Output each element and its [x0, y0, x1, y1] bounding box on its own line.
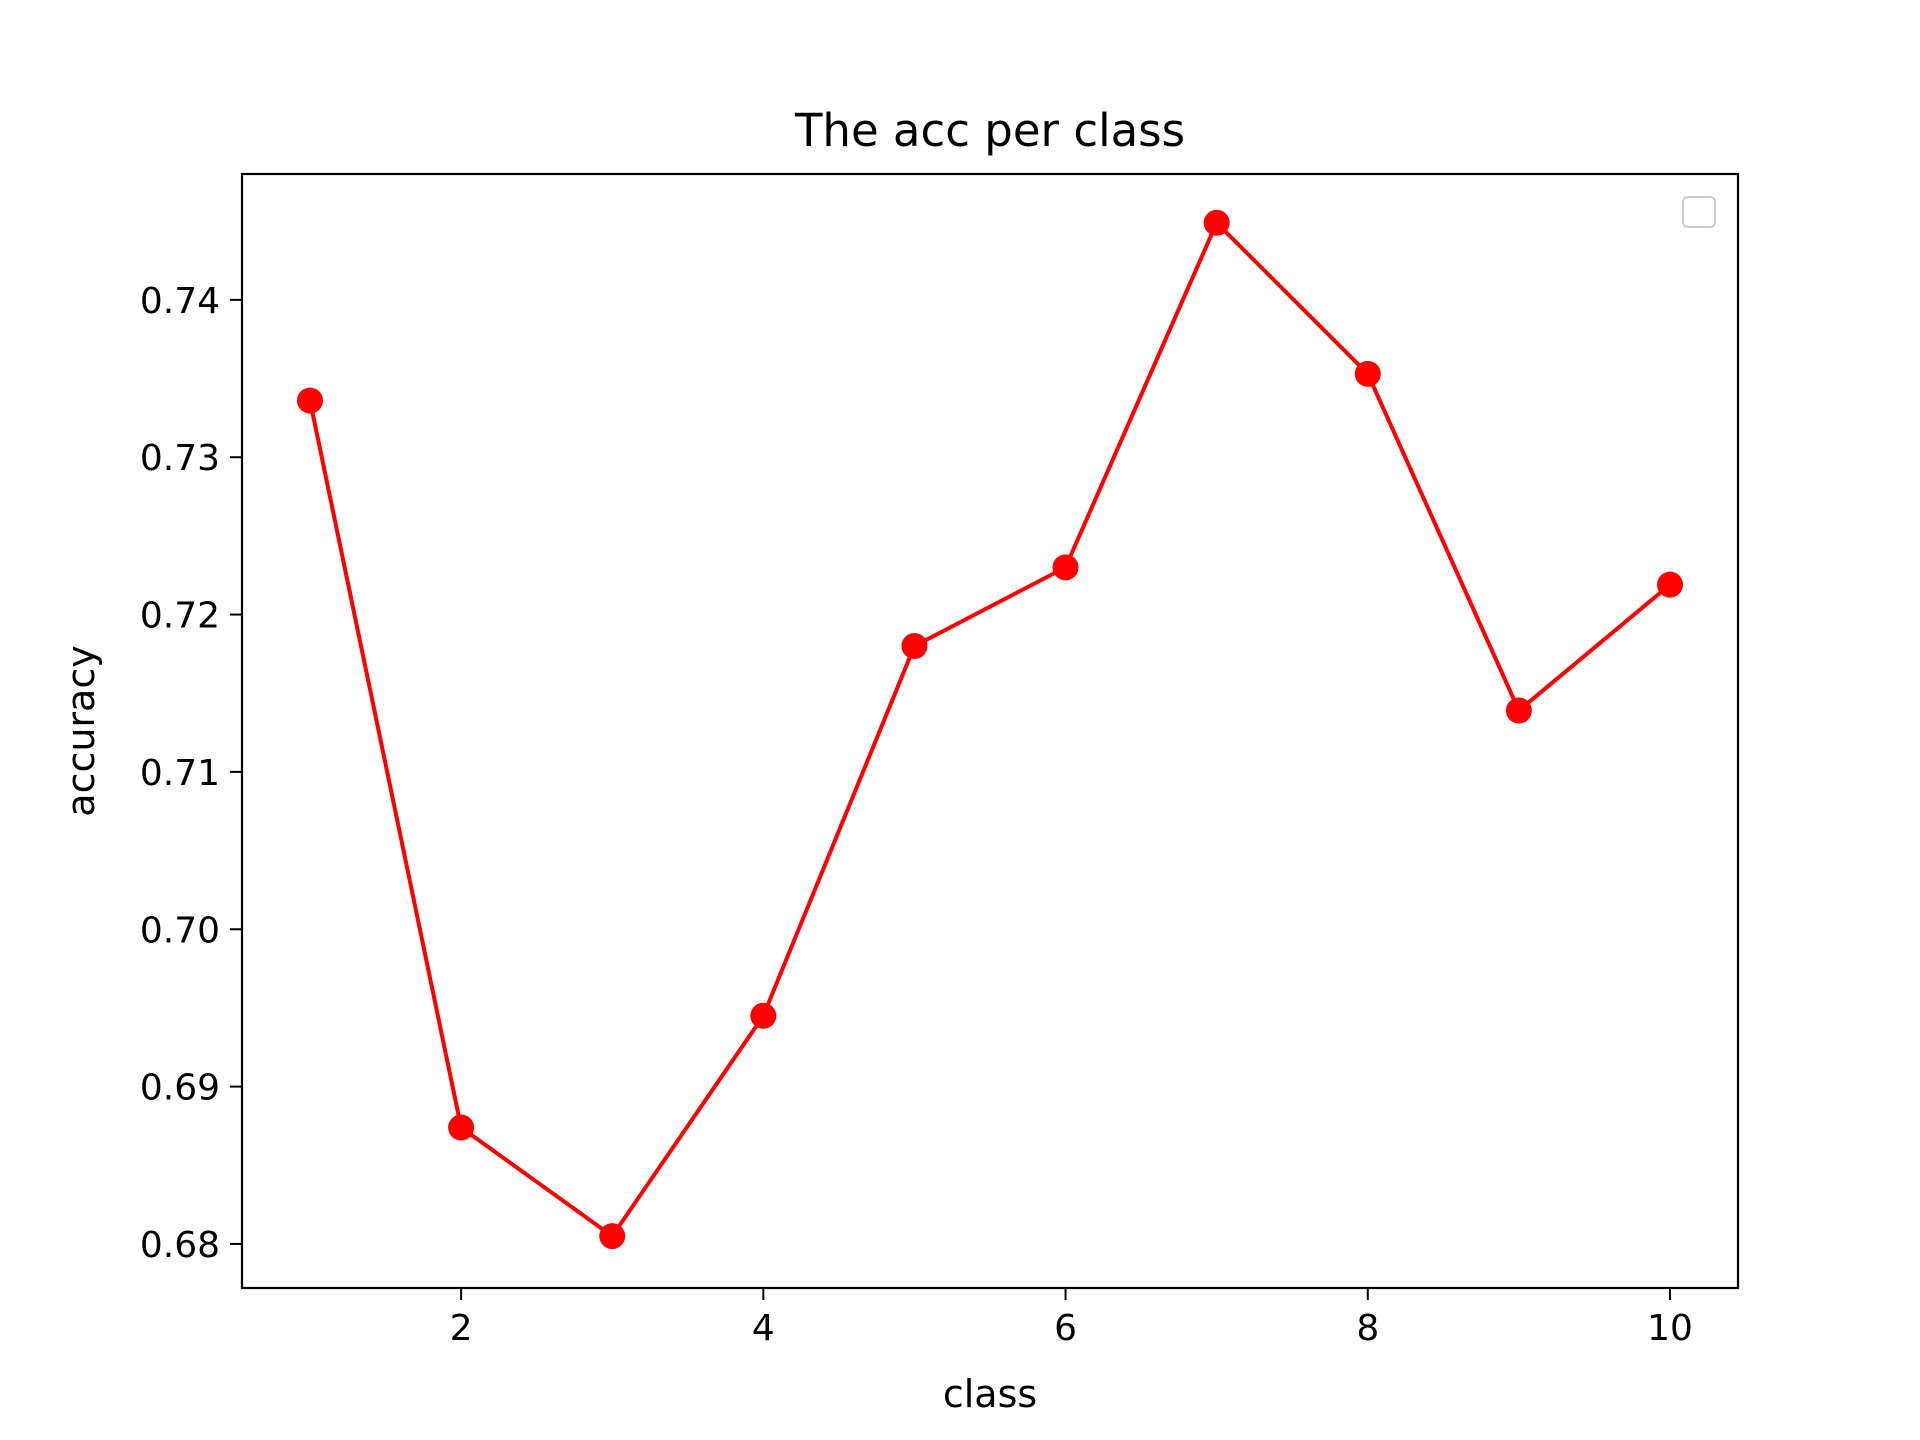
plot-frame [240, 172, 1740, 1290]
data-point [1505, 697, 1532, 724]
plot-layer [297, 209, 1683, 1250]
data-point [448, 1114, 475, 1141]
y-tick-label: 0.69 [140, 1068, 220, 1109]
x-tick-label: 2 [450, 1308, 473, 1349]
chart-title: The acc per class [794, 104, 1185, 157]
y-tick-label: 0.74 [140, 281, 220, 322]
y-axis-title: accuracy [59, 645, 103, 816]
y-tick-label: 0.68 [140, 1225, 220, 1266]
x-axis: 2 4 6 8 10 [450, 1288, 1693, 1349]
x-tick-label: 6 [1054, 1308, 1077, 1349]
y-tick-label: 0.71 [140, 753, 220, 794]
x-axis-title: class [943, 1372, 1037, 1416]
series-line [308, 220, 1672, 1239]
y-axis: 0.68 0.69 0.70 0.71 0.72 0.73 0.74 [140, 281, 242, 1266]
data-point [1354, 360, 1381, 387]
data-point [901, 633, 928, 660]
y-tick-label: 0.73 [140, 438, 220, 479]
data-point [1203, 209, 1230, 236]
x-tick-label: 10 [1647, 1308, 1693, 1349]
data-point [1052, 554, 1079, 581]
x-tick-label: 8 [1356, 1308, 1379, 1349]
legend-box [1682, 196, 1716, 228]
data-point [599, 1223, 626, 1250]
x-tick-label: 4 [752, 1308, 775, 1349]
y-tick-label: 0.72 [140, 596, 220, 637]
data-point [297, 387, 323, 414]
data-point [750, 1002, 777, 1029]
y-tick-label: 0.70 [140, 910, 220, 951]
data-point [1657, 571, 1683, 598]
